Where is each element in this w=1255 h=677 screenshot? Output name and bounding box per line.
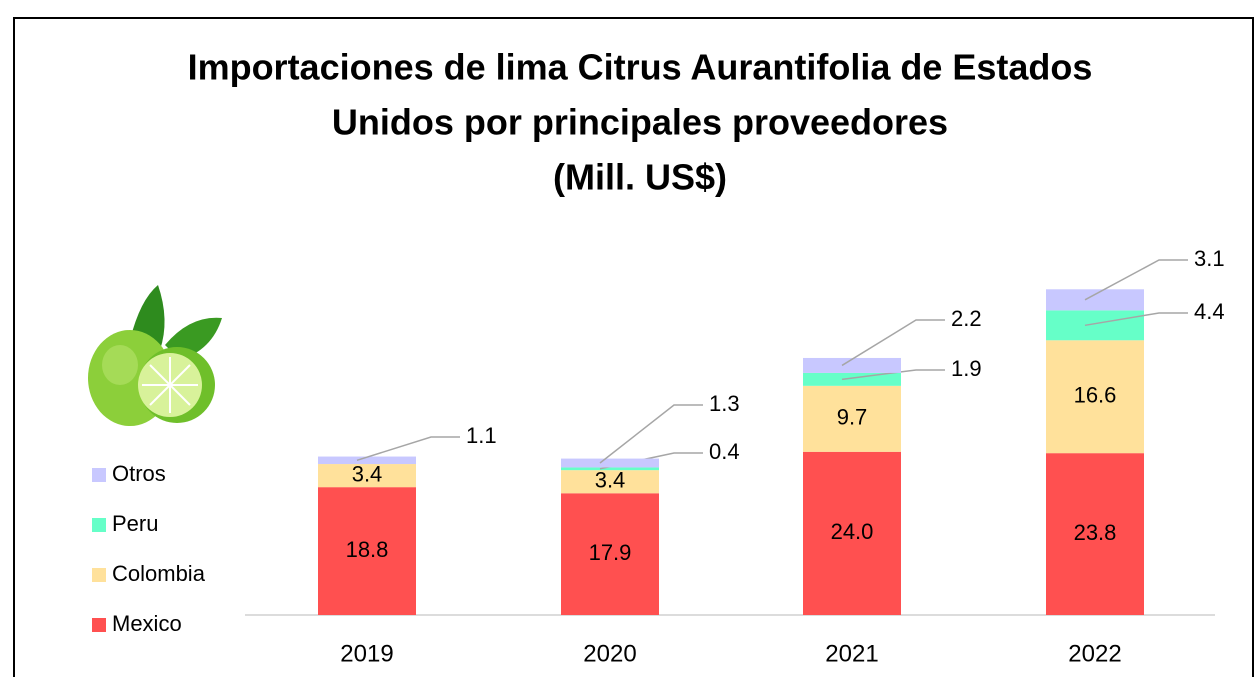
legend-label: Peru (112, 511, 158, 536)
x-tick-label: 2022 (1068, 640, 1121, 667)
data-label: 16.6 (1074, 383, 1117, 408)
data-label: 3.4 (595, 468, 626, 493)
data-label: 17.9 (589, 540, 632, 565)
legend-label: Otros (112, 461, 166, 486)
bar-segment (561, 467, 659, 470)
data-label: 3.4 (352, 461, 383, 486)
bar-segment (803, 358, 901, 373)
legend-swatch (92, 568, 106, 582)
legend-swatch (92, 468, 106, 482)
data-label: 2.2 (951, 306, 982, 331)
data-label: 18.8 (346, 537, 389, 562)
bar-segment (803, 373, 901, 386)
legend-label: Colombia (112, 561, 206, 586)
title-line: Importaciones de lima Citrus Aurantifoli… (188, 47, 1093, 88)
data-label: 9.7 (837, 405, 868, 430)
data-label: 24.0 (831, 519, 874, 544)
bar-segment (561, 459, 659, 468)
data-label: 1.3 (709, 391, 740, 416)
bar-segment (1046, 310, 1144, 340)
title-line: (Mill. US$) (553, 157, 727, 198)
data-label: 4.4 (1194, 299, 1225, 324)
x-tick-label: 2020 (583, 640, 636, 667)
data-label: 3.1 (1194, 246, 1225, 271)
legend-swatch (92, 618, 106, 632)
data-label: 23.8 (1074, 520, 1117, 545)
bar-segment (1046, 289, 1144, 310)
legend-swatch (92, 518, 106, 532)
data-label: 1.9 (951, 356, 982, 381)
legend-label: Mexico (112, 611, 182, 636)
x-tick-label: 2021 (825, 640, 878, 667)
chart: Importaciones de lima Citrus Aurantifoli… (0, 0, 1255, 677)
title-line: Unidos por principales proveedores (332, 102, 948, 143)
x-tick-label: 2019 (340, 640, 393, 667)
data-label: 0.4 (709, 439, 740, 464)
data-label: 1.1 (466, 423, 497, 448)
